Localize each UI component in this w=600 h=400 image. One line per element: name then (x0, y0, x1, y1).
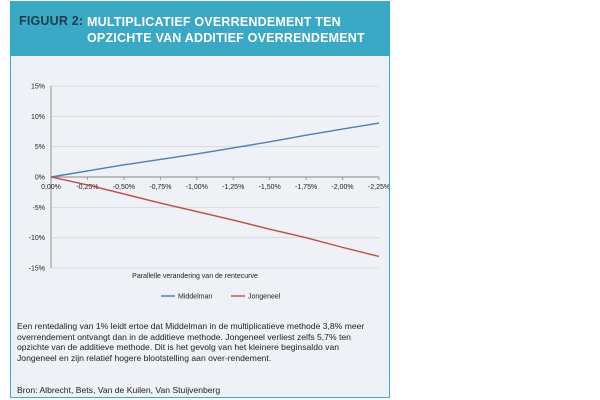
x-tick-label: -1,75% (295, 184, 317, 191)
x-axis-ticks: 0,00% -0,25% -0,50% -0,75% -1,00% -1,25% -1,50… (41, 177, 389, 191)
legend-label-jongeneel: Jongeneel (248, 294, 281, 301)
x-tick-label: -1,00% (186, 184, 208, 191)
series-line-middelman (50, 122, 380, 178)
figure-title: MULTIPLICATIEF OVERRENDEMENT TEN OPZICHT… (87, 15, 365, 45)
x-tick-label: 0,00% (41, 184, 61, 191)
figure-caption: Een rentedaling van 1% leidt ertoe dat M… (17, 321, 365, 363)
x-tick-label: -0,25% (76, 184, 98, 191)
figure-label: FIGUUR 2: (19, 14, 84, 28)
y-tick-label: 10% (31, 114, 45, 121)
figure-header: FIGUUR 2: MULTIPLICATIEF OVERRENDEMENT T… (11, 2, 389, 56)
x-tick-label: -2,00% (331, 184, 353, 191)
x-tick-label: -1,25% (222, 184, 244, 191)
chart-series (50, 122, 380, 258)
x-axis (50, 86, 379, 268)
line-chart: 15% 10% 5% 0% -5% -10% -15% 0,00% -0,25% -0,50% -… (29, 84, 389, 301)
y-tick-label: 5% (35, 144, 45, 151)
figure-source: Bron: Albrecht, Bets, Van de Kuilen, Van… (17, 385, 221, 395)
x-tick-label: -0,75% (149, 184, 171, 191)
y-tick-label: 0% (35, 175, 45, 182)
y-tick-label: -5% (33, 205, 45, 212)
series-line-jongeneel (50, 176, 380, 258)
x-tick-label: -1,50% (259, 184, 281, 191)
figure-panel: FIGUUR 2: MULTIPLICATIEF OVERRENDEMENT T… (10, 1, 390, 398)
x-axis-label: Parallelle verandering van de rentecurve (132, 273, 258, 280)
x-tick-label: -2,25% (368, 184, 389, 191)
x-tick-label: -0,50% (113, 184, 135, 191)
y-tick-label: -15% (29, 266, 45, 273)
y-tick-label: -10% (29, 235, 45, 242)
legend-label-middelman: Middelman (178, 294, 212, 301)
y-axis-ticks: 15% 10% 5% 0% -5% -10% -15% (29, 84, 45, 273)
y-tick-label: 15% (31, 84, 45, 91)
chart-legend: Middelman Jongeneel (161, 294, 281, 301)
